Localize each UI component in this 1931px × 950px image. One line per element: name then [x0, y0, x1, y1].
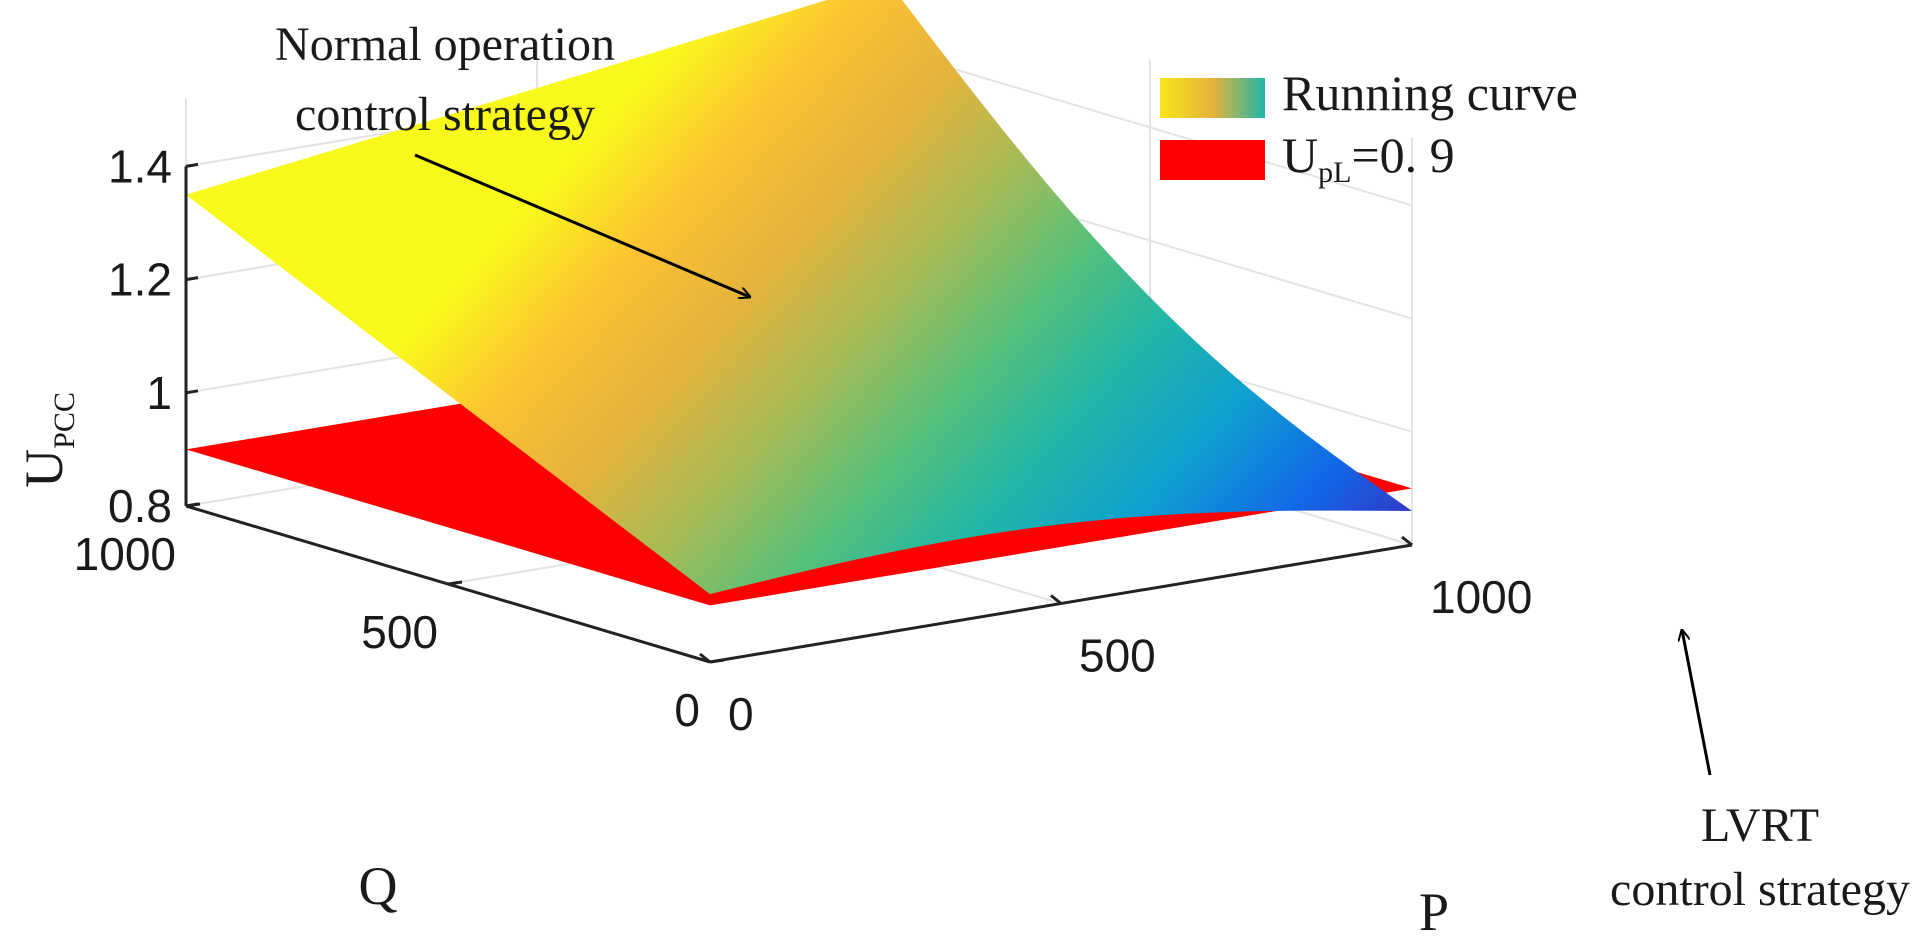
legend-label-running-curve: Running curve: [1282, 65, 1578, 121]
legend-swatch-threshold: [1160, 140, 1265, 180]
q-tick-mark: [447, 580, 463, 586]
q-tick-label: 0: [674, 684, 700, 736]
annotation-lvrt-line1: LVRT: [1701, 799, 1819, 852]
z-tick-mark: [185, 162, 199, 168]
p-tick-mark: [699, 652, 711, 664]
legend-swatch-running-curve: [1160, 78, 1265, 118]
q-axis-ticks: 0 500 1000: [74, 528, 700, 736]
running-curve-surface: [186, 0, 1412, 595]
z-tick-label: 1.2: [108, 254, 172, 306]
z-axis-ticks: 0.8 1 1.2 1.4: [108, 140, 172, 532]
annotation-normal-arrow: [414, 153, 750, 297]
legend-label-threshold-sub: pL: [1318, 156, 1351, 189]
annotation-lvrt: LVRT control strategy: [1610, 630, 1910, 916]
z-tick-label: 1.4: [108, 140, 172, 192]
q-tick-label: 1000: [74, 528, 176, 580]
legend-label-threshold: UpL=0. 9: [1282, 127, 1455, 189]
p-tick-label: 0: [728, 688, 754, 740]
annotation-lvrt-line2: control strategy: [1610, 863, 1910, 916]
legend-label-threshold-main: U: [1282, 127, 1318, 183]
z-tick-label: 0.8: [108, 480, 172, 532]
p-axis-ticks: 0 500 1000: [728, 571, 1532, 740]
annotation-normal-line1: Normal operation: [275, 18, 615, 71]
annotation-normal-operation: Normal operation control strategy: [275, 18, 750, 297]
annotation-normal-line2: control strategy: [295, 88, 595, 141]
q-tick-mark: [709, 658, 725, 664]
z-axis-label-main: U: [14, 449, 74, 488]
annotation-lvrt-arrow: [1682, 630, 1712, 776]
q-tick-mark: [185, 502, 201, 508]
z-axis-label: UPCC: [14, 392, 81, 488]
p-tick-label: 1000: [1430, 571, 1532, 623]
p-tick-label: 500: [1079, 630, 1156, 682]
svg-text:UPCC: UPCC: [14, 392, 81, 488]
z-tick-label: 1: [146, 367, 172, 419]
p-tick-mark: [1401, 535, 1413, 547]
z-tick-mark: [185, 276, 199, 282]
axes: [184, 162, 1413, 664]
legend: Running curve UpL=0. 9: [1160, 65, 1578, 189]
q-tick-label: 500: [361, 606, 438, 658]
q-axis-label: Q: [359, 856, 398, 916]
z-tick-mark: [185, 389, 199, 395]
z-axis-label-sub: PCC: [48, 392, 81, 449]
legend-label-threshold-rest: =0. 9: [1351, 127, 1454, 183]
p-axis-label: P: [1419, 882, 1449, 942]
p-tick-mark: [1050, 594, 1062, 605]
